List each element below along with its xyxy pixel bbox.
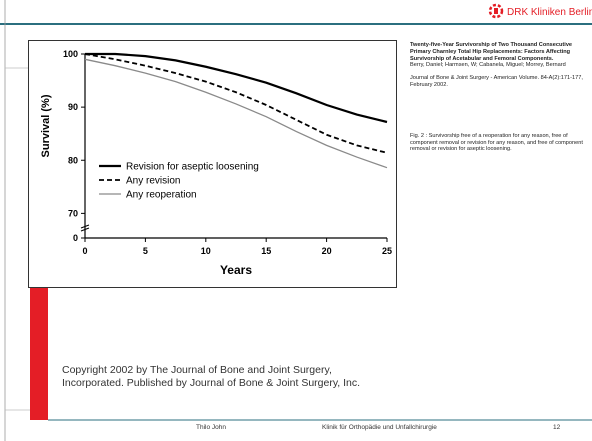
caption: Fig. 2 : Survivorship free of a reoperat… <box>410 132 583 153</box>
x-tick-label: 5 <box>143 246 148 256</box>
y-tick-label: 90 <box>68 102 78 112</box>
footer-page: 12 <box>553 424 561 431</box>
y-tick-label: 0 <box>73 233 78 243</box>
x-tick-label: 15 <box>261 246 271 256</box>
logo-icon <box>488 3 504 19</box>
legend-label: Any revision <box>126 176 180 187</box>
chart: 0 70 80 90 100 0 5 10 15 20 25 Years Survival (%) Rev… <box>28 40 397 288</box>
reference-authors: Berry, Daniel; Harmsen, W; Cabanela, Mig… <box>410 62 566 69</box>
footer-author: Thilo John <box>196 424 226 431</box>
copyright-line: Copyright 2002 by The Journal of Bone an… <box>62 364 332 376</box>
footer-department: Klinik für Orthopädie und Unfallchirurgi… <box>322 424 437 431</box>
x-tick-label: 25 <box>382 246 392 256</box>
y-tick-label: 70 <box>68 208 78 218</box>
x-axis-label: Years <box>220 263 252 277</box>
legend-label: Revision for aseptic loosening <box>126 162 259 173</box>
x-tick-label: 20 <box>322 246 332 256</box>
reference: Twenty-five-Year Survivorship of Two Tho… <box>410 42 586 153</box>
copyright-line: Incorporated. Published by Journal of Bo… <box>62 377 361 389</box>
y-axis-label: Survival (%) <box>40 94 52 157</box>
series-line <box>84 58 388 169</box>
y-tick-label: 100 <box>63 49 78 59</box>
series-line <box>85 52 388 124</box>
logo-text: DRK Kliniken Berlin <box>507 7 592 18</box>
x-tick-label: 0 <box>82 246 87 256</box>
reference-title: Twenty-five-Year Survivorship of Two Tho… <box>410 42 573 62</box>
x-tick-label: 10 <box>201 246 211 256</box>
reference-journal: Journal of Bone & Joint Surgery - Americ… <box>410 75 583 88</box>
legend-label: Any reoperation <box>126 190 197 201</box>
series-line <box>84 53 388 154</box>
copyright: Copyright 2002 by The Journal of Bone an… <box>62 364 360 390</box>
y-tick-label: 80 <box>68 155 78 165</box>
axis-break <box>80 224 90 232</box>
